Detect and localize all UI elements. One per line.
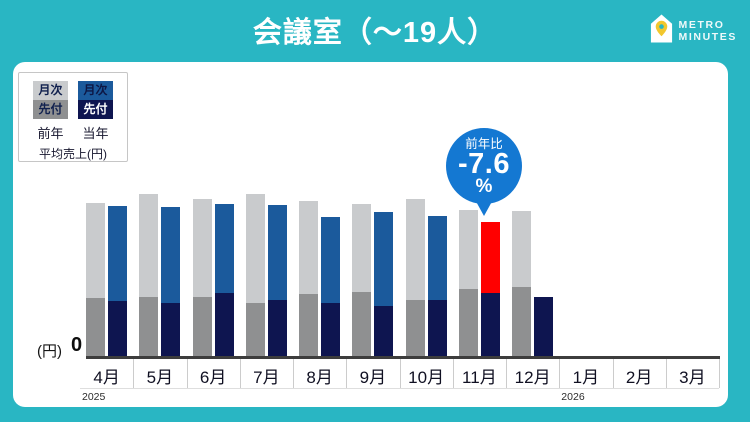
yoy-callout-unit: % [475,176,493,197]
house-pin-icon [649,13,674,49]
bar-prev-monthly-7月 [245,194,265,303]
bar-curr-monthly-highlighted-11月 [480,222,500,293]
bar-curr-advance-10月 [427,300,447,358]
legend-swatch-prev-monthly: 月次 [33,81,68,100]
logo-text: METRO MINUTES [679,19,737,43]
x-axis-label-4月: 4月 [93,368,120,387]
legend-swatch-curr-monthly: 月次 [78,81,113,100]
bar-prev-advance-6月 [192,297,212,358]
legend-swatch-grid: 月次 先付 前年 月次 先付 当年 [33,81,113,142]
legend-swatch-prev-advance: 先付 [33,100,68,119]
x-axis-separator [399,359,401,388]
bar-curr-monthly-8月 [321,217,341,303]
x-axis-label-7月: 7月 [253,368,280,387]
bar-curr-advance-11月 [480,293,500,358]
x-axis-separator [506,359,507,388]
bar-curr-advance-5月 [161,303,181,358]
legend-swatch-curr-advance: 先付 [78,100,113,119]
metro-minutes-logo: METRO MINUTES [649,13,737,49]
bar-curr-monthly-7月 [267,205,287,300]
bar-curr-monthly-5月 [161,207,181,303]
bar-curr-monthly-9月 [374,212,394,306]
x-axis-bottom-hairline [80,388,719,389]
x-axis-label-8月: 8月 [306,368,333,387]
x-axis-label-9月: 9月 [359,368,387,387]
bar-curr-advance-4月 [108,301,128,358]
bar-prev-advance-9月 [352,292,372,358]
bar-prev-advance-8月 [299,294,319,358]
yoy-callout-bubble: 前年比 -7.6 % [446,128,522,204]
chart-legend: 月次 先付 前年 月次 先付 当年 平均売上(円) [18,72,128,162]
x-axis-year-label-2025: 2025 [82,391,106,403]
bar-prev-monthly-5月 [139,194,159,297]
bar-prev-monthly-11月 [458,210,478,289]
bar-prev-monthly-9月 [352,204,372,292]
bar-curr-monthly-4月 [108,206,128,301]
y-axis-unit-label: (円) [37,343,62,360]
legend-caption: 平均売上(円) [39,147,107,161]
x-axis-label-10月: 10月 [408,368,445,387]
legend-label-previous-year: 前年 [37,126,64,141]
x-axis-separator [346,359,348,388]
x-axis-label-12月: 12月 [514,368,551,387]
x-axis-separator [719,359,720,388]
bar-curr-monthly-6月 [214,204,234,293]
x-axis-label-2月: 2月 [625,368,653,387]
x-axis-separator [239,359,241,388]
chart-card: 月次 先付 前年 月次 先付 当年 平均売上(円) (円) 0 4月 5月 6月 7月… [13,62,728,407]
x-axis-baseline [86,356,720,359]
bar-prev-monthly-4月 [86,203,106,298]
x-axis-year-label-2026: 2026 [561,391,585,403]
bar-curr-advance-9月 [374,306,394,358]
bar-curr-advance-12月 [534,297,554,358]
x-axis-separator [186,359,188,388]
x-axis-separator [133,359,135,388]
x-axis-label-6月: 6月 [199,368,227,387]
bar-curr-monthly-10月 [427,216,447,300]
bar-prev-advance-10月 [405,300,425,358]
bar-prev-advance-11月 [458,289,478,358]
bar-prev-monthly-6月 [192,199,212,297]
legend-column-current-year: 月次 先付 当年 [78,81,113,142]
bar-prev-monthly-8月 [299,201,319,294]
legend-column-previous-year: 月次 先付 前年 [33,81,68,142]
bar-prev-advance-4月 [86,298,106,358]
bar-prev-advance-12月 [512,287,532,358]
x-axis-label-1月: 1月 [572,368,600,387]
x-axis-separator [452,359,454,388]
page-title: 会議室（～19人） [252,17,498,49]
bar-prev-advance-5月 [139,297,159,358]
bar-prev-monthly-12月 [512,211,532,287]
logo-text-line1: METRO [678,19,725,31]
logo-text-line2: MINUTES [678,31,737,43]
y-axis-zero-label: 0 [71,334,83,356]
x-axis-separator [612,359,614,388]
bar-prev-monthly-10月 [405,199,425,300]
yoy-callout-label: 前年比 [465,137,503,151]
legend-label-current-year: 当年 [82,126,109,141]
x-axis-label-5月: 5月 [146,368,174,387]
bar-prev-advance-7月 [245,303,265,358]
bar-curr-advance-7月 [267,300,287,358]
x-axis-label-3月: 3月 [679,368,706,387]
yoy-callout-value: -7.6 [458,148,510,180]
bar-curr-advance-6月 [214,293,234,358]
x-axis-separator [293,359,294,388]
x-axis-separator [665,359,667,388]
x-axis-label-11月: 11月 [462,368,497,387]
bar-curr-advance-8月 [321,303,341,358]
x-axis-separator [559,359,561,388]
